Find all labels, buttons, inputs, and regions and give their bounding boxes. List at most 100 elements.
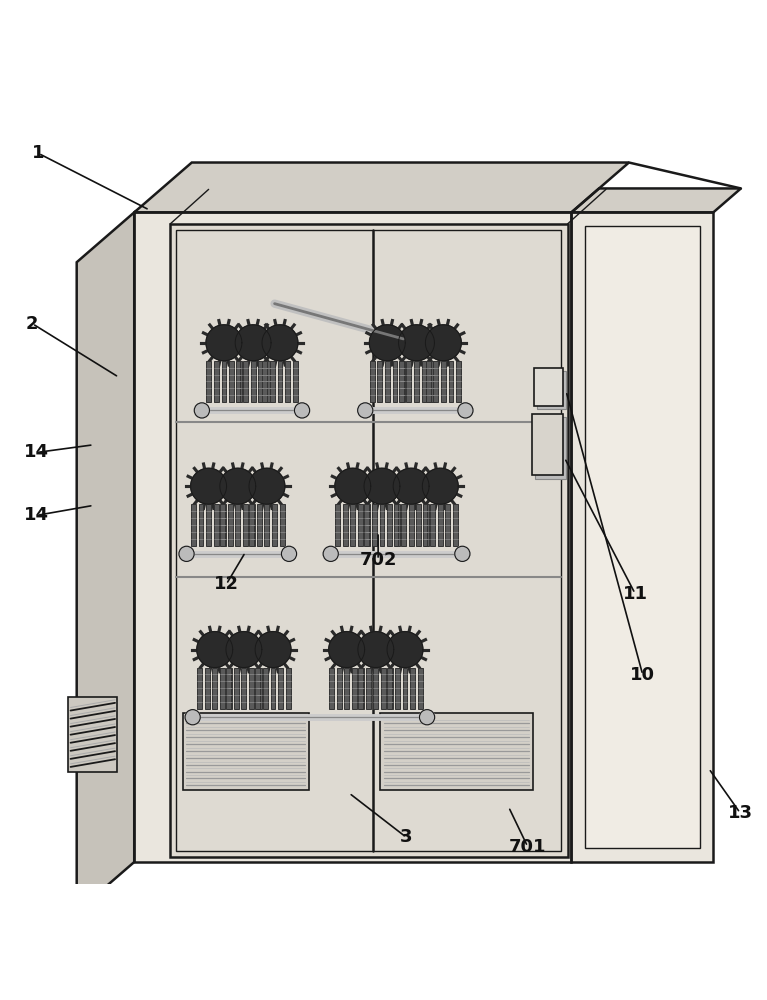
Bar (372, 504, 377, 546)
Circle shape (357, 403, 373, 418)
Bar (228, 504, 232, 546)
Bar (249, 504, 254, 546)
Polygon shape (571, 188, 741, 212)
Polygon shape (134, 163, 629, 212)
Text: 2: 2 (26, 315, 38, 333)
Bar (358, 668, 363, 709)
Bar (401, 504, 406, 546)
Circle shape (458, 403, 473, 418)
Polygon shape (235, 325, 271, 361)
Bar (243, 504, 248, 546)
Bar (453, 504, 458, 546)
Bar (430, 504, 435, 546)
Bar (280, 504, 285, 546)
Bar (532, 414, 563, 475)
Bar (430, 361, 434, 402)
Bar (197, 668, 202, 709)
Bar (220, 668, 225, 709)
Polygon shape (399, 325, 434, 361)
Bar (234, 668, 239, 709)
Bar (426, 361, 430, 402)
Bar (226, 668, 231, 709)
Circle shape (455, 546, 470, 561)
Bar (251, 361, 255, 402)
Circle shape (323, 546, 338, 561)
Text: 12: 12 (214, 575, 239, 593)
Bar (449, 361, 453, 402)
Bar (220, 504, 225, 546)
Bar (257, 668, 262, 709)
Bar (235, 361, 240, 402)
Polygon shape (370, 325, 405, 361)
Polygon shape (262, 325, 298, 361)
Text: 1: 1 (32, 144, 44, 162)
Polygon shape (249, 468, 285, 504)
Bar (199, 504, 203, 546)
Text: 701: 701 (509, 838, 546, 856)
Bar (400, 361, 405, 402)
Polygon shape (255, 632, 291, 668)
Bar (456, 361, 461, 402)
Bar (366, 504, 370, 546)
Polygon shape (423, 468, 458, 504)
Circle shape (295, 403, 310, 418)
Bar (266, 361, 271, 402)
Bar (293, 361, 298, 402)
Bar (395, 504, 400, 546)
Polygon shape (364, 468, 400, 504)
Bar (335, 504, 340, 546)
Circle shape (281, 546, 297, 561)
Bar (380, 504, 384, 546)
Bar (229, 361, 234, 402)
Bar (222, 361, 226, 402)
Bar (68, 697, 117, 772)
Bar (446, 504, 450, 546)
Circle shape (179, 546, 194, 561)
Bar (381, 668, 386, 709)
Bar (205, 668, 209, 709)
Text: 11: 11 (623, 585, 647, 603)
Bar (270, 361, 275, 402)
Polygon shape (220, 468, 255, 504)
Bar (343, 504, 347, 546)
Polygon shape (571, 212, 713, 862)
Text: 702: 702 (360, 551, 397, 569)
Bar (258, 361, 263, 402)
Bar (358, 504, 363, 546)
Bar (257, 504, 262, 546)
Bar (329, 668, 334, 709)
Bar (387, 504, 392, 546)
Bar (416, 504, 421, 546)
Text: 3: 3 (400, 828, 413, 846)
Bar (183, 713, 309, 790)
Bar (265, 504, 269, 546)
Polygon shape (191, 468, 226, 504)
Bar (251, 504, 255, 546)
Polygon shape (77, 212, 134, 912)
Bar (228, 668, 232, 709)
Bar (262, 361, 267, 402)
Bar (537, 371, 566, 409)
Circle shape (194, 403, 209, 418)
Bar (286, 668, 291, 709)
Bar (433, 361, 438, 402)
Bar (243, 361, 248, 402)
Text: 14: 14 (25, 443, 49, 461)
Polygon shape (329, 632, 364, 668)
Bar (263, 668, 268, 709)
Bar (206, 504, 211, 546)
Bar (214, 361, 219, 402)
Bar (423, 504, 427, 546)
Bar (380, 713, 533, 790)
Bar (374, 668, 378, 709)
Bar (271, 668, 275, 709)
Text: 14: 14 (25, 506, 49, 524)
Bar (410, 668, 415, 709)
Bar (237, 361, 242, 402)
Polygon shape (585, 226, 700, 848)
Bar (337, 668, 341, 709)
Polygon shape (387, 632, 423, 668)
Bar (214, 504, 219, 546)
Circle shape (420, 710, 435, 725)
Polygon shape (226, 632, 262, 668)
